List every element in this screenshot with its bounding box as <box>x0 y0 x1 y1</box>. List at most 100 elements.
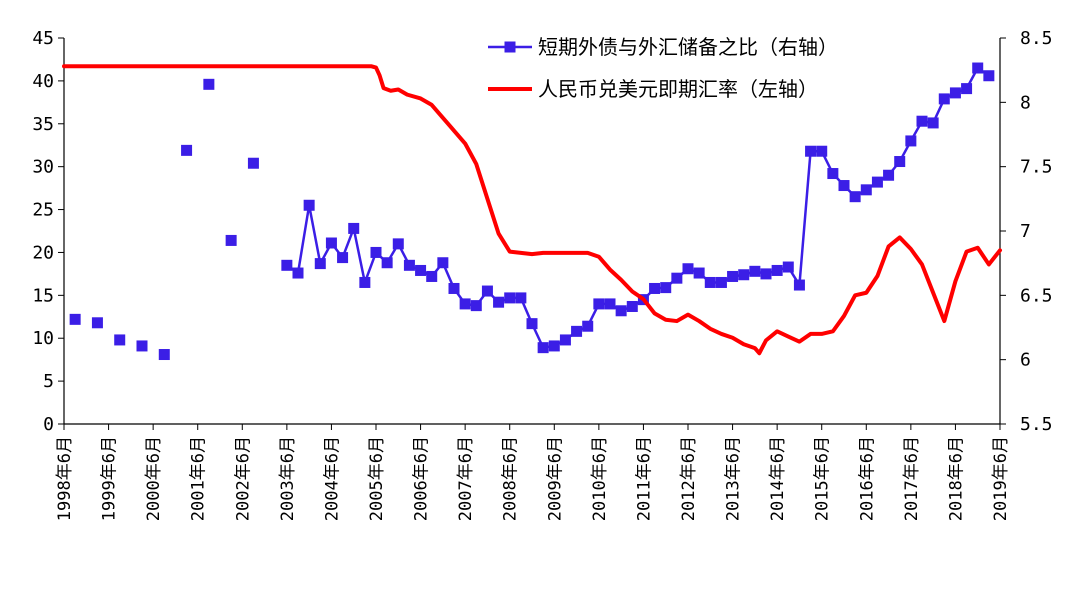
debt-ratio-point <box>91 317 103 329</box>
debt-ratio-point <box>392 238 404 250</box>
x-axis-tick-label: 2009年6月 <box>545 436 565 521</box>
debt-ratio-point <box>972 62 984 74</box>
debt-ratio-point <box>593 298 605 310</box>
x-axis-tick-label: 2014年6月 <box>768 436 788 521</box>
right-axis-tick-label: 7 <box>1020 221 1031 242</box>
x-axis-tick-label: 1998年6月 <box>55 436 75 521</box>
debt-ratio-point <box>894 156 906 168</box>
debt-ratio-point <box>693 267 705 279</box>
x-axis-tick-label: 2019年6月 <box>991 436 1011 521</box>
x-axis-tick-label: 2008年6月 <box>501 436 521 521</box>
x-axis-tick-label: 2016年6月 <box>857 436 877 521</box>
debt-ratio-point <box>337 252 349 264</box>
debt-ratio-point <box>727 270 739 282</box>
debt-ratio-point <box>793 279 805 291</box>
axes: 0 5 10 15 20 25 30 35 40 45 5.5 6 6.5 7 7.5 8 8.5 1998年6月… <box>32 28 1052 521</box>
debt-ratio-point <box>314 258 326 270</box>
debt-ratio-point <box>537 342 549 354</box>
debt-ratio-point <box>604 298 616 310</box>
right-axis-tick-label: 7.5 <box>1020 157 1053 178</box>
debt-ratio-point <box>158 349 170 361</box>
debt-ratio-point <box>481 285 493 297</box>
debt-ratio-line <box>286 66 990 349</box>
x-axis-tick-label: 1999年6月 <box>100 436 120 521</box>
debt-ratio-point <box>114 334 126 346</box>
debt-ratio-point <box>805 145 817 157</box>
debt-ratio-point <box>582 320 594 332</box>
debt-ratio-point <box>225 234 237 246</box>
debt-ratio-point <box>292 267 304 279</box>
debt-ratio-point <box>949 87 961 99</box>
x-axis-tick-label: 2002年6月 <box>233 436 253 521</box>
debt-ratio-point <box>381 257 393 269</box>
left-axis-tick-label: 25 <box>32 200 54 221</box>
x-axis-tick-label: 2012年6月 <box>679 436 699 521</box>
debt-ratio-point <box>860 184 872 196</box>
debt-ratio-point <box>816 145 828 157</box>
debt-ratio-point <box>704 276 716 288</box>
debt-ratio-point <box>660 282 672 294</box>
debt-ratio-point <box>69 313 81 325</box>
debt-ratio-point <box>548 340 560 352</box>
debt-ratio-point <box>649 282 661 294</box>
debt-ratio-point <box>415 264 427 276</box>
x-axis-tick-label: 2003年6月 <box>278 436 298 521</box>
left-axis-tick-label: 45 <box>32 28 54 49</box>
debt-ratio-point <box>682 263 694 275</box>
right-axis-tick-label: 6.5 <box>1020 285 1053 306</box>
debt-ratio-point <box>749 265 761 277</box>
debt-ratio-point <box>348 222 360 234</box>
series-layer <box>62 62 1002 361</box>
debt-ratio-point <box>325 237 337 249</box>
debt-ratio-point <box>715 276 727 288</box>
left-axis-tick-label: 15 <box>32 285 54 306</box>
debt-ratio-point <box>303 199 315 211</box>
debt-ratio-point <box>459 298 471 310</box>
debt-ratio-point <box>504 292 516 304</box>
debt-ratio-point <box>571 325 583 337</box>
debt-ratio-point <box>437 257 449 269</box>
debt-ratio-point <box>760 268 772 280</box>
left-axis-tick-label: 40 <box>32 71 54 92</box>
debt-ratio-point <box>559 334 571 346</box>
series-1 <box>62 64 1002 356</box>
x-axis-tick-label: 2010年6月 <box>590 436 610 521</box>
debt-ratio-point <box>281 259 293 271</box>
debt-ratio-point <box>827 168 839 180</box>
x-axis-tick-label: 2007年6月 <box>456 436 476 521</box>
series-0 <box>69 62 995 361</box>
x-axis-tick-label: 2013年6月 <box>724 436 744 521</box>
debt-ratio-point <box>247 157 259 169</box>
debt-ratio-point <box>203 78 215 90</box>
debt-ratio-point <box>871 176 883 188</box>
x-axis-tick-label: 2001年6月 <box>189 436 209 521</box>
legend: 短期外债与外汇储备之比（右轴） 人民币兑美元即期汇率（左轴） <box>488 35 838 101</box>
debt-ratio-point <box>927 117 939 129</box>
debt-ratio-point <box>626 300 638 312</box>
debt-ratio-point <box>359 276 371 288</box>
right-axis-tick-label: 5.5 <box>1020 414 1053 435</box>
debt-ratio-point <box>671 272 683 284</box>
x-axis-tick-label: 2004年6月 <box>322 436 342 521</box>
debt-ratio-point <box>883 169 895 181</box>
debt-ratio-point <box>526 318 538 330</box>
debt-ratio-point <box>961 83 973 95</box>
legend-label-1: 人民币兑美元即期汇率（左轴） <box>538 77 818 101</box>
debt-ratio-point <box>493 296 505 308</box>
x-axis-tick-label: 2017年6月 <box>902 436 922 521</box>
left-axis-tick-label: 5 <box>43 371 54 392</box>
exchange-rate-line <box>62 64 1002 356</box>
debt-ratio-point <box>426 270 438 282</box>
x-axis-tick-label: 2006年6月 <box>412 436 432 521</box>
debt-ratio-point <box>782 261 794 273</box>
debt-ratio-point <box>470 300 482 312</box>
right-axis-tick-label: 8.5 <box>1020 28 1053 49</box>
x-axis-tick-label: 2011年6月 <box>634 436 654 521</box>
debt-ratio-point <box>515 292 527 304</box>
debt-ratio-point <box>916 115 928 127</box>
debt-ratio-point <box>983 70 995 82</box>
debt-ratio-point <box>738 269 750 281</box>
left-axis-tick-label: 20 <box>32 242 54 263</box>
